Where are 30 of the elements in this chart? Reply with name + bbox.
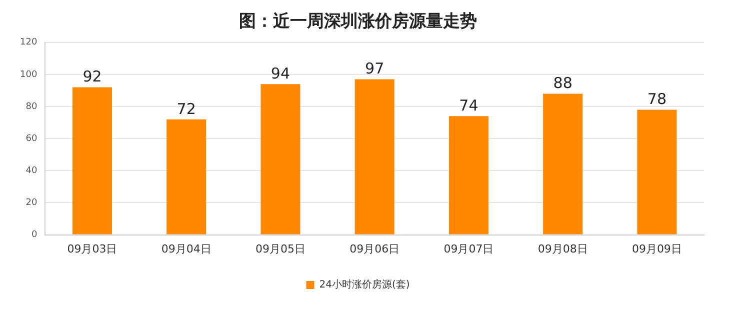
legend-label: 24小时涨价房源(套): [319, 278, 410, 291]
data-label: 97: [365, 60, 384, 78]
x-tick-label: 09月09日: [632, 242, 682, 256]
data-label: 88: [553, 74, 572, 92]
x-tick-label: 09月04日: [161, 242, 212, 256]
data-label: 78: [647, 90, 666, 108]
y-tick-label: 60: [26, 134, 38, 144]
bar: [637, 110, 677, 234]
x-tick-label: 09月06日: [350, 242, 400, 256]
bar: [72, 87, 112, 234]
y-tick-label: 120: [20, 38, 38, 48]
x-tick-label: 09月03日: [67, 242, 118, 256]
bar: [260, 84, 300, 234]
x-tick-label: 09月08日: [538, 242, 588, 256]
x-tick-label: 09月05日: [255, 242, 306, 256]
bar: [543, 94, 583, 234]
y-tick-label: 80: [26, 102, 38, 112]
x-tick-label: 09月07日: [444, 242, 494, 256]
chart-title: 图：近一周深圳涨价房源量走势: [239, 12, 477, 32]
data-label: 72: [176, 100, 196, 118]
data-label: 92: [82, 68, 102, 86]
data-label: 94: [270, 64, 290, 82]
y-tick-label: 40: [26, 166, 38, 176]
data-label: 74: [459, 96, 478, 115]
y-tick-label: 0: [31, 230, 38, 240]
bar: [354, 79, 394, 234]
bar: [166, 119, 206, 234]
y-tick-label: 100: [20, 70, 38, 80]
y-tick-label: 20: [26, 198, 38, 208]
bar: [448, 116, 488, 234]
